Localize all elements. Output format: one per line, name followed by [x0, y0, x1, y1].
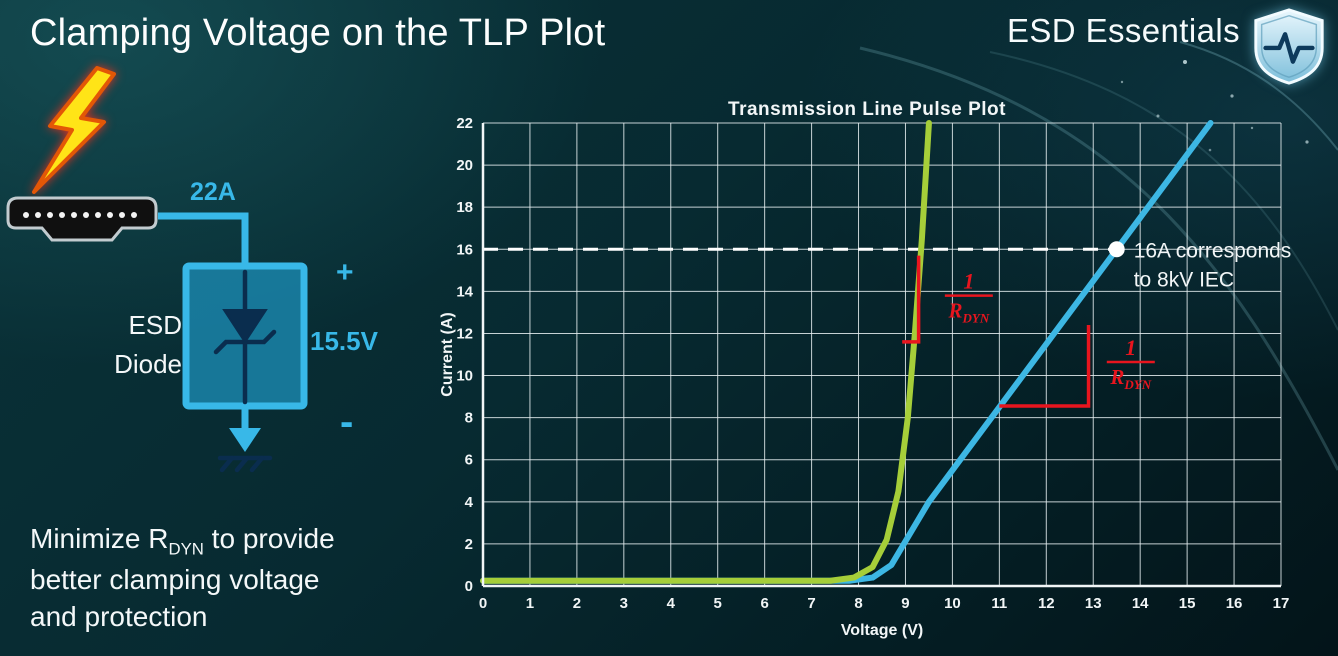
slope-bracket — [999, 325, 1091, 408]
x-tick-label: 1 — [526, 595, 534, 612]
x-tick-label: 0 — [479, 595, 487, 612]
x-tick-label: 4 — [667, 595, 676, 612]
x-tick-label: 8 — [854, 595, 862, 612]
x-tick-label: 16 — [1226, 595, 1243, 612]
iec-marker-label: 16A corresponds to 8kV IEC — [1134, 239, 1292, 291]
surge-wire — [158, 212, 249, 266]
pulse-line-icon — [1263, 32, 1315, 64]
iec-marker-label-line1: 16A corresponds — [1134, 239, 1292, 262]
minus-polarity-label: - — [340, 400, 354, 444]
brand: ESD Essentials — [1007, 6, 1330, 86]
x-tick-label: 9 — [901, 595, 909, 612]
fraction-den-sub: DYN — [961, 311, 989, 326]
clamp-voltage-label: 15.5V — [310, 326, 378, 356]
fraction-denominator: RDYN — [1109, 365, 1151, 392]
chart-title: Transmission Line Pulse Plot — [728, 99, 1006, 120]
y-tick-label: 14 — [456, 283, 473, 300]
fraction-numerator: 1 — [1125, 335, 1136, 360]
x-tick-label: 10 — [944, 595, 961, 612]
fraction-den-sub: DYN — [1123, 377, 1151, 392]
x-tick-label: 11 — [991, 595, 1007, 612]
brand-name: ESD Essentials — [1006, 12, 1240, 49]
iec-marker-dot — [1108, 241, 1125, 258]
y-tick-label: 22 — [456, 115, 473, 132]
lightning-bolt-icon — [32, 66, 116, 194]
fraction-denominator: RDYN — [947, 299, 989, 326]
x-tick-label: 7 — [807, 595, 815, 612]
y-tick-label: 8 — [465, 410, 473, 427]
zener-diode-symbol-icon — [213, 269, 277, 405]
rdyn-subscript: DYN — [168, 539, 204, 559]
plus-polarity-label: + — [336, 256, 354, 289]
fraction-den-base: R — [947, 299, 962, 323]
x-tick-label: 17 — [1273, 595, 1290, 612]
esd-diode-box — [182, 262, 308, 410]
y-axis-label: Current (A) — [439, 312, 456, 396]
slope-bracket — [902, 255, 921, 344]
esd-diode-label-line2: Diode — [114, 349, 182, 379]
x-axis-label: Voltage (V) — [841, 622, 923, 639]
slide-title: Clamping Voltage on the TLP Plot — [30, 12, 606, 54]
x-tick-label: 14 — [1132, 595, 1149, 612]
esd-diode-label-line1: ESD — [128, 310, 182, 340]
shield-inner-line — [1260, 14, 1318, 79]
x-tick-label: 2 — [573, 595, 581, 612]
fraction-numerator: 1 — [963, 269, 974, 294]
x-tick-label: 12 — [1038, 595, 1055, 612]
tlp-plot-svg: 0 1 2 3 4 5 6 7 8 9 10 11 12 13 14 15 16 1702468101214161… — [439, 99, 1292, 639]
caption-line2: better clamping voltage — [30, 563, 320, 595]
iec-marker-label-line2: to 8kV IEC — [1134, 268, 1234, 291]
shield-pulse-logo-icon — [1254, 8, 1324, 85]
y-tick-label: 2 — [465, 536, 473, 553]
hdmi-connector-icon — [6, 196, 158, 242]
y-tick-label: 0 — [465, 578, 473, 595]
curve-low-rdyn-esd-diode — [480, 120, 932, 584]
y-tick-label: 20 — [456, 157, 473, 174]
caption-line1-post: to provide — [203, 523, 335, 554]
connector-pins — [23, 212, 137, 218]
ground-symbol-icon — [217, 455, 273, 473]
takeaway-text: Minimize RDYN to provide better clamping… — [30, 520, 335, 635]
fraction-den-base: R — [1109, 365, 1124, 389]
esd-diode-label: ESD Diode — [88, 306, 182, 384]
surge-current-label: 22A — [190, 178, 236, 206]
tlp-chart: 0 1 2 3 4 5 6 7 8 9 10 11 12 13 14 15 16 17 0 2 4 6 8 10 12 14 16 1… — [430, 92, 1338, 656]
x-tick-label: 3 — [620, 595, 628, 612]
y-tick-label: 18 — [456, 199, 473, 216]
y-tick-label: 16 — [456, 241, 473, 258]
x-tick-label: 15 — [1179, 595, 1196, 612]
caption-line3: and protection — [30, 601, 208, 633]
y-tick-label: 4 — [465, 494, 474, 511]
y-tick-label: 6 — [465, 452, 473, 469]
down-arrow-icon — [229, 428, 261, 452]
caption-line1-pre: Minimize R — [30, 523, 169, 554]
y-tick-label: 12 — [456, 325, 473, 342]
x-tick-label: 13 — [1085, 595, 1102, 612]
x-tick-label: 5 — [714, 595, 722, 612]
x-tick-label: 6 — [760, 595, 768, 612]
y-tick-label: 10 — [456, 368, 473, 385]
curve-high-rdyn-esd-diode — [480, 120, 1214, 584]
